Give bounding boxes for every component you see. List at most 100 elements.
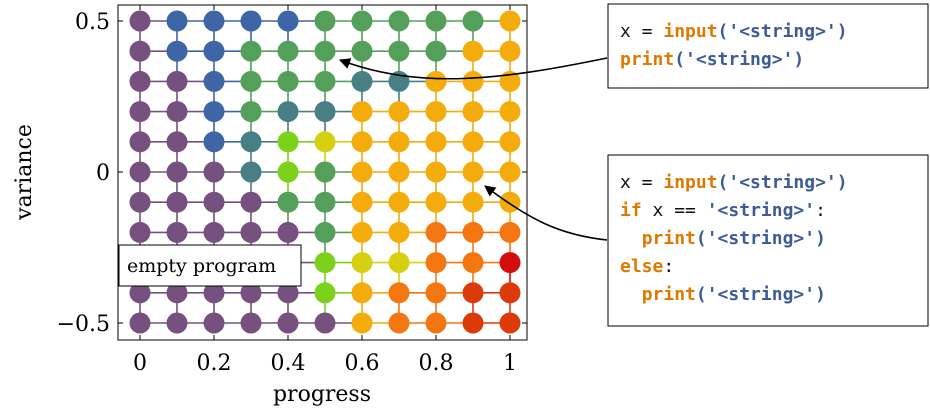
data-point	[203, 70, 225, 92]
data-point	[499, 312, 521, 334]
data-point	[425, 312, 447, 334]
data-point	[388, 10, 410, 32]
data-point	[277, 10, 299, 32]
data-point	[203, 10, 225, 32]
data-point	[462, 252, 484, 274]
data-point	[166, 312, 188, 334]
code-token: x =	[620, 172, 663, 193]
code-token: if	[620, 200, 642, 221]
data-point	[314, 282, 336, 304]
data-point	[166, 70, 188, 92]
data-point	[388, 131, 410, 153]
data-point	[499, 40, 521, 62]
data-point	[166, 191, 188, 213]
code-token: input	[663, 21, 717, 42]
axis-ticks: 0 0.2 0.4 0.6 0.8 1 0.5 0 −0.5	[57, 5, 527, 376]
arrow-to-program-1	[338, 57, 608, 80]
data-point	[203, 191, 225, 213]
data-point	[277, 312, 299, 334]
code-token: :	[815, 200, 826, 221]
data-point	[240, 70, 262, 92]
data-points	[129, 10, 521, 334]
data-point	[166, 221, 188, 243]
data-point	[351, 131, 373, 153]
data-point	[425, 40, 447, 62]
data-point	[240, 282, 262, 304]
data-point	[129, 221, 151, 243]
data-point	[166, 101, 188, 123]
y-tick-label: −0.5	[57, 312, 110, 337]
data-point	[425, 161, 447, 183]
code-box	[607, 154, 929, 327]
code-line: print('<string>')	[620, 49, 804, 70]
data-point	[425, 282, 447, 304]
data-point	[388, 40, 410, 62]
data-point	[351, 282, 373, 304]
x-tick-label: 0.8	[419, 351, 454, 376]
data-point	[314, 191, 336, 213]
data-point	[425, 10, 447, 32]
x-tick-label: 0.6	[345, 351, 380, 376]
data-point	[351, 221, 373, 243]
data-point	[277, 70, 299, 92]
code-line: print('<string>')	[620, 284, 826, 305]
data-point	[351, 101, 373, 123]
y-axis-label: variance	[12, 124, 37, 221]
data-point	[129, 10, 151, 32]
data-point	[462, 312, 484, 334]
data-point	[351, 312, 373, 334]
data-point	[166, 40, 188, 62]
data-point	[240, 221, 262, 243]
data-point	[499, 10, 521, 32]
data-point	[499, 191, 521, 213]
data-point	[240, 191, 262, 213]
data-point	[499, 282, 521, 304]
data-point	[499, 161, 521, 183]
data-point	[462, 10, 484, 32]
data-point	[277, 191, 299, 213]
code-token: print	[642, 284, 696, 305]
data-point	[277, 161, 299, 183]
data-point	[351, 252, 373, 274]
empty-program-box	[118, 244, 302, 287]
data-point	[425, 70, 447, 92]
empty-program-label: empty program	[127, 255, 276, 277]
data-point	[240, 161, 262, 183]
data-point	[425, 221, 447, 243]
code-line: x = input('<string>')	[620, 21, 848, 42]
code-token: ('<string>')	[718, 21, 848, 42]
data-point	[425, 252, 447, 274]
data-point	[314, 10, 336, 32]
code-token: ('<string>')	[718, 172, 848, 193]
code-token: ('<string>')	[696, 228, 826, 249]
data-point	[203, 282, 225, 304]
code-line: if x == '<string>':	[620, 200, 826, 221]
y-tick-label: 0	[96, 161, 110, 186]
code-box	[607, 3, 929, 89]
data-point	[499, 131, 521, 153]
data-point	[166, 282, 188, 304]
code-token: ('<string>')	[696, 284, 826, 305]
data-point	[240, 131, 262, 153]
data-point	[203, 40, 225, 62]
data-point	[425, 131, 447, 153]
data-point	[240, 312, 262, 334]
data-point	[388, 191, 410, 213]
data-point	[388, 252, 410, 274]
code-token: print	[642, 228, 696, 249]
data-point	[351, 191, 373, 213]
data-point	[277, 221, 299, 243]
x-axis-label: progress	[273, 382, 371, 407]
x-tick-label: 1	[503, 351, 517, 376]
data-point	[240, 40, 262, 62]
data-point	[129, 191, 151, 213]
data-point	[277, 131, 299, 153]
data-point	[462, 161, 484, 183]
data-point	[314, 252, 336, 274]
data-point	[203, 101, 225, 123]
data-point	[462, 221, 484, 243]
x-tick-label: 0.4	[271, 351, 306, 376]
code-line: else:	[620, 256, 674, 277]
code-token: print	[620, 49, 674, 70]
